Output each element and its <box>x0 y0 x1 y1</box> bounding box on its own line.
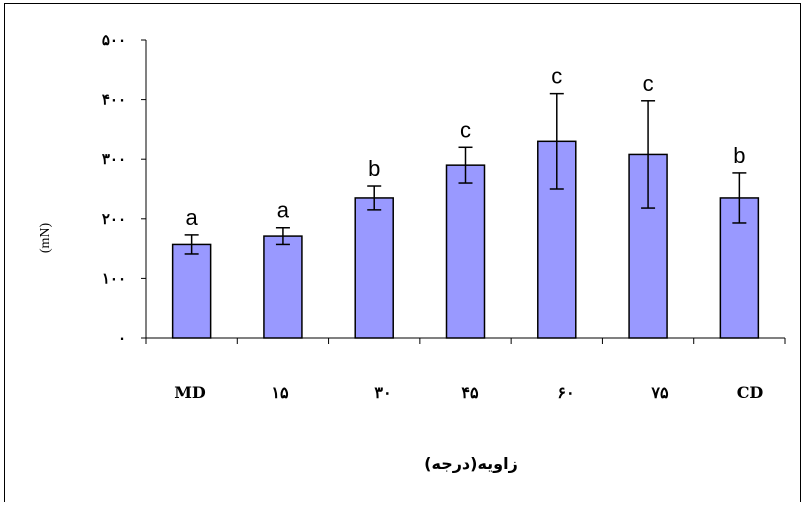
x-tick-label: ۱۵ <box>271 383 289 402</box>
significance-label: a <box>277 198 290 223</box>
x-tick-label: ۳۰ <box>374 383 391 402</box>
significance-label: c <box>643 71 654 96</box>
x-tick-label: MD <box>174 383 206 402</box>
significance-label: a <box>186 205 199 230</box>
error-bars <box>184 92 747 255</box>
significance-labels: a a b c c c b <box>186 64 746 230</box>
y-tick-label: ۲۰۰ <box>102 210 126 228</box>
y-tick-label: ۳۰۰ <box>102 150 126 168</box>
y-tick-labels: ۰ ۱۰۰ ۲۰۰ ۳۰۰ ۴۰۰ ۵۰۰ <box>102 31 126 347</box>
bar <box>171 243 212 339</box>
chart-frame <box>4 3 801 502</box>
significance-label: b <box>368 156 380 181</box>
x-tick-label: ۷۵ <box>650 383 669 402</box>
significance-label: b <box>733 143 745 168</box>
bar <box>445 164 486 339</box>
y-tick-label: ۱۰۰ <box>102 269 126 287</box>
y-tick-label: ۰ <box>118 329 126 347</box>
significance-label: c <box>551 64 562 89</box>
y-axis-label: (mN) <box>38 223 53 254</box>
bar <box>263 235 303 339</box>
bars <box>171 140 760 339</box>
significance-label: c <box>460 117 471 142</box>
bar <box>354 197 394 339</box>
y-tick-label: ۴۰۰ <box>102 91 126 109</box>
x-tick-label: ۴۵ <box>461 383 479 402</box>
x-axis-label: زاویه(درجه) <box>424 454 518 473</box>
x-tick-label: ۶۰ <box>557 383 574 402</box>
x-tick-label: CD <box>737 383 764 402</box>
x-tick-labels: MD ۱۵ ۳۰ ۴۵ ۶۰ ۷۵ CD <box>174 383 763 402</box>
y-tick-label: ۵۰۰ <box>102 31 126 49</box>
